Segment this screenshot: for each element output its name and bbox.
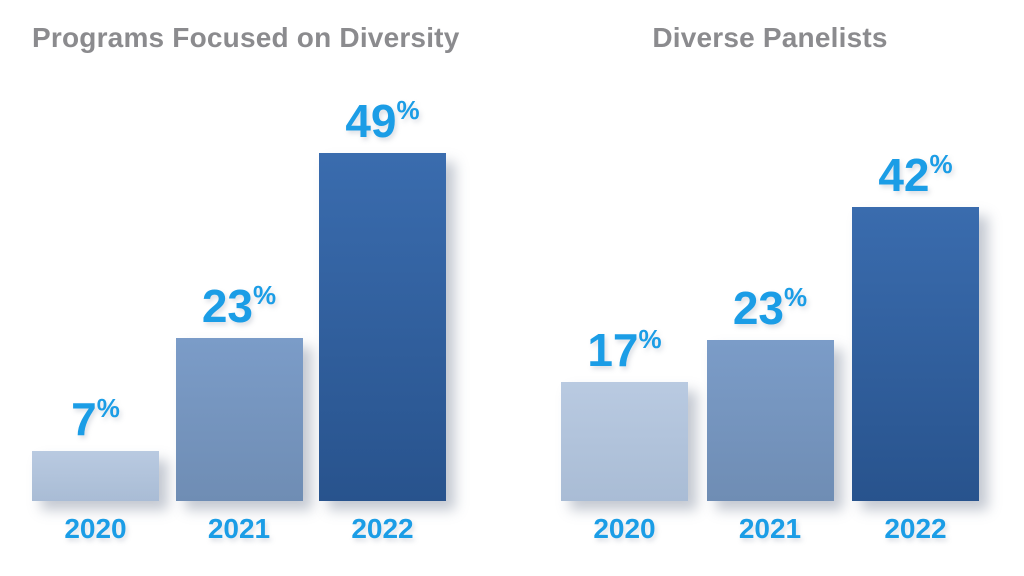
value-number: 42 [878,149,930,201]
value-label: 23% [201,280,277,332]
year-label-2020: 2020 [64,513,127,544]
bar-column-2020: 7% [32,393,159,501]
value-label: 17% [587,324,662,376]
value-label: 49% [345,95,420,147]
bar-column-2021: 23% [175,280,303,501]
bar-2021 [175,338,303,501]
bar-2020 [32,451,159,501]
year-label-2020: 2020 [593,513,656,544]
percent-sign: % [96,393,120,423]
bar-2021 [706,340,834,501]
percent-sign: % [396,95,420,125]
year-label-2022: 2022 [884,513,947,544]
value-label: 23% [732,282,808,334]
value-number: 17 [587,324,639,376]
percent-sign: % [638,324,662,354]
chart-title: Diverse Panelists [652,22,888,53]
bar-column-2020: 17% [561,324,688,501]
bar-column-2022: 42% [852,149,979,501]
x-axis-year-labels: 2020 2021 2022 [561,513,979,545]
bar-plot-area: 7% 23% 49% [32,90,446,501]
bar-2022 [852,207,979,501]
percent-sign: % [929,149,953,179]
year-label-2022: 2022 [351,513,414,544]
value-label: 42% [878,149,953,201]
chart-diverse-panelists: Diverse Panelists 17% 23% 42% 2020 2021 2022 [561,0,979,576]
year-label-2021: 2021 [207,513,271,544]
value-number: 23 [201,280,254,332]
chart-title: Programs Focused on Diversity [32,22,460,53]
bar-2020 [561,382,688,501]
value-label: 7% [71,393,120,445]
bar-2022 [319,153,446,501]
year-label-2021: 2021 [738,513,802,544]
bar-column-2021: 23% [706,282,834,501]
value-number: 23 [732,282,785,334]
bar-column-2022: 49% [319,95,446,501]
bar-plot-area: 17% 23% 42% [561,90,979,501]
percent-sign: % [253,280,277,310]
percent-sign: % [784,282,808,312]
value-number: 7 [71,393,97,445]
value-number: 49 [345,95,397,147]
x-axis-year-labels: 2020 2021 2022 [32,513,446,545]
chart-programs-focused-on-diversity: Programs Focused on Diversity 7% 23% 49% 2… [32,0,460,576]
